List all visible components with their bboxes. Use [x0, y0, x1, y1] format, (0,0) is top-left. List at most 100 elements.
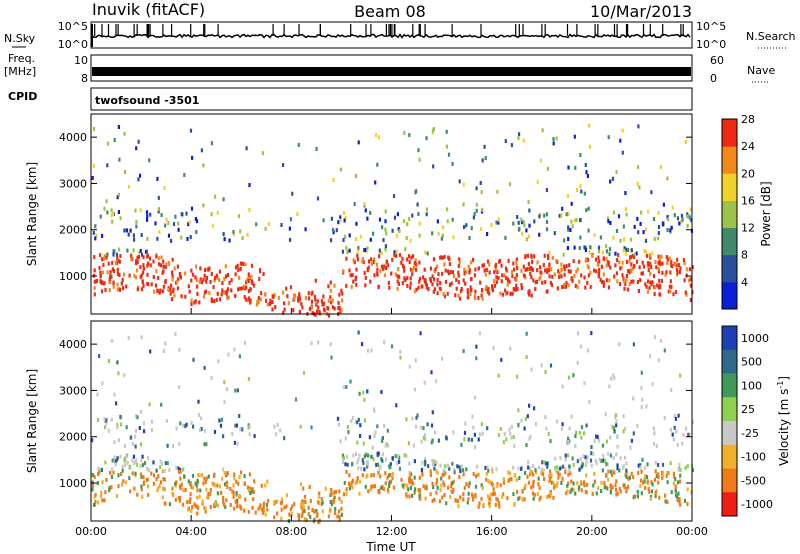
range-cell: [567, 440, 570, 444]
range-cell: [234, 499, 237, 504]
range-cell: [411, 493, 414, 498]
range-cell: [376, 162, 379, 167]
range-cell: [424, 437, 427, 442]
range-cell: [318, 491, 321, 496]
range-cell: [119, 414, 122, 419]
range-cell: [558, 274, 561, 279]
range-cell: [555, 136, 558, 141]
range-cell: [249, 298, 252, 303]
range-cell: [210, 212, 213, 217]
range-cell: [106, 252, 109, 257]
range-cell: [135, 414, 138, 419]
range-cell: [546, 461, 549, 466]
range-cell: [639, 465, 642, 470]
range-cell: [658, 259, 661, 264]
range-cell: [529, 266, 532, 270]
range-cell: [606, 486, 609, 491]
range-cell: [383, 340, 386, 345]
range-cell: [589, 284, 592, 289]
range-cell: [163, 469, 166, 473]
range-cell: [353, 202, 356, 207]
range-cell: [103, 256, 106, 261]
range-cell: [545, 188, 548, 193]
range-cell: [342, 385, 345, 389]
range-cell: [172, 289, 175, 294]
range-cell: [444, 464, 447, 469]
range-cell: [192, 424, 195, 429]
range-cell: [631, 253, 634, 258]
range-cell: [315, 147, 318, 151]
range-cell: [117, 473, 120, 478]
range-cell: [126, 248, 129, 253]
range-cell: [477, 437, 480, 442]
range-cell: [134, 208, 137, 213]
range-cell: [204, 268, 207, 273]
range-cell: [123, 458, 126, 463]
range-cell: [154, 283, 158, 288]
range-cell: [93, 292, 96, 297]
range-cell: [285, 493, 288, 498]
range-cell: [362, 390, 365, 395]
range-cell: [457, 273, 460, 278]
range-cell: [135, 224, 138, 229]
range-cell: [122, 479, 125, 484]
range-cell: [178, 347, 181, 352]
range-cell: [435, 490, 438, 495]
y-tick-label: 4000: [59, 338, 87, 351]
colorbar-swatch: [722, 349, 737, 374]
colorbar-tick-label: -100: [741, 451, 766, 464]
range-cell: [653, 236, 656, 241]
range-cell: [317, 305, 320, 310]
range-cell: [330, 492, 333, 497]
range-cell: [345, 283, 348, 288]
range-cell: [643, 249, 646, 254]
range-cell: [307, 505, 310, 510]
range-cell: [520, 220, 524, 225]
range-cell: [358, 479, 362, 484]
range-cell: [544, 280, 547, 285]
range-cell: [567, 225, 570, 230]
range-cell: [134, 460, 137, 465]
range-cell: [527, 262, 530, 266]
range-cell: [91, 487, 94, 492]
range-cell: [598, 259, 601, 264]
range-cell: [475, 356, 478, 361]
range-cell: [550, 267, 553, 272]
range-cell: [475, 202, 478, 207]
range-cell: [117, 484, 120, 489]
range-cell: [408, 479, 411, 484]
freq-trace: [92, 67, 691, 76]
range-cell: [117, 210, 120, 214]
range-cell: [535, 279, 539, 284]
range-cell: [415, 262, 418, 267]
range-cell: [445, 501, 448, 506]
range-cell: [486, 289, 489, 294]
range-cell: [536, 268, 539, 273]
range-cell: [625, 259, 629, 264]
range-cell: [356, 460, 359, 465]
range-cell: [386, 263, 389, 268]
range-cell: [501, 273, 504, 278]
range-cell: [377, 488, 380, 493]
range-cell: [485, 477, 488, 482]
range-cell: [101, 257, 104, 262]
range-cell: [232, 494, 235, 499]
range-cell: [512, 492, 515, 497]
range-cell: [624, 251, 627, 256]
range-cell: [183, 173, 186, 177]
range-cell: [378, 248, 381, 253]
range-cell: [389, 479, 393, 484]
range-cell: [160, 263, 163, 268]
range-cell: [298, 309, 301, 314]
range-cell: [605, 278, 608, 283]
range-cell: [264, 226, 267, 231]
range-cell: [131, 458, 134, 463]
range-cell: [632, 431, 635, 436]
range-cell: [474, 474, 478, 479]
range-cell: [160, 461, 164, 466]
range-cell: [237, 287, 240, 292]
range-cell: [484, 272, 487, 277]
range-cell: [403, 483, 406, 487]
range-cell: [434, 267, 437, 272]
range-cell: [417, 212, 420, 216]
